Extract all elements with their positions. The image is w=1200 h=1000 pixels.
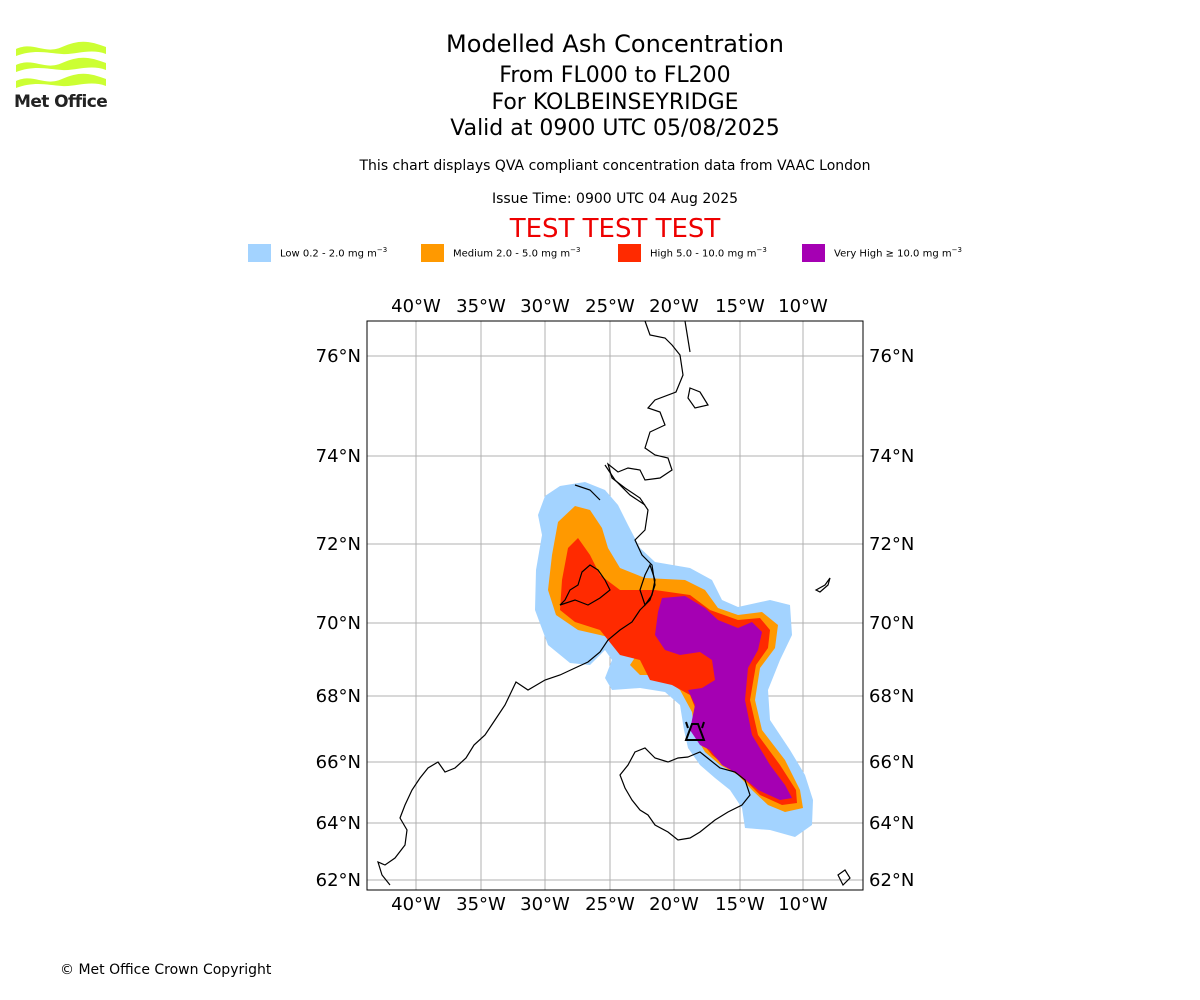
legend-swatch-medium [421,244,444,262]
lon-tick: 20°W [649,894,699,915]
lat-tick: 74°N [869,446,914,467]
legend-swatch-low [248,244,271,262]
lat-tick: 72°N [316,534,361,555]
test-banner: TEST TEST TEST [509,214,721,244]
valid-time: Valid at 0900 UTC 05/08/2025 [450,116,780,141]
lat-tick: 64°N [316,813,361,834]
lon-labels-top: 40°W 35°W 30°W 25°W 20°W 15°W 10°W [391,296,828,317]
lon-tick: 35°W [456,894,506,915]
lon-tick: 15°W [715,894,765,915]
lat-tick: 66°N [869,752,914,773]
lon-tick: 15°W [715,296,765,317]
ash-very-high-area [655,596,792,800]
lon-tick: 25°W [585,296,635,317]
legend-label-high: High 5.0 - 10.0 mg m−3 [650,246,767,260]
lat-tick: 68°N [316,686,361,707]
legend: Low 0.2 - 2.0 mg m−3 Medium 2.0 - 5.0 mg… [0,244,1200,264]
lon-tick: 40°W [391,894,441,915]
copyright: © Met Office Crown Copyright [60,962,272,978]
lon-tick: 30°W [520,296,570,317]
lat-tick: 62°N [869,870,914,891]
lon-tick: 35°W [456,296,506,317]
logo-text: Met Office [14,92,108,112]
lat-tick: 70°N [869,613,914,634]
met-office-logo [16,41,106,88]
lon-labels-bottom: 40°W 35°W 30°W 25°W 20°W 15°W 10°W [391,894,828,915]
lat-tick: 62°N [316,870,361,891]
coastline [377,320,851,887]
lon-tick: 10°W [778,296,828,317]
lat-tick: 76°N [869,346,914,367]
legend-label-medium: Medium 2.0 - 5.0 mg m−3 [453,246,581,260]
lat-tick: 64°N [869,813,914,834]
issue-time: Issue Time: 0900 UTC 04 Aug 2025 [491,191,739,207]
legend-swatch-high [618,244,641,262]
lat-labels-right: 76°N 74°N 72°N 70°N 68°N 66°N 64°N 62°N [869,346,914,891]
description: This chart displays QVA compliant concen… [359,158,871,174]
lon-tick: 30°W [520,894,570,915]
volcano-icon [684,721,706,741]
lon-tick: 20°W [649,296,699,317]
lat-labels-left: 76°N 74°N 72°N 70°N 68°N 66°N 64°N 62°N [316,346,361,891]
legend-label-very-high: Very High ≥ 10.0 mg m−3 [834,246,962,260]
lon-tick: 40°W [391,296,441,317]
legend-label-low: Low 0.2 - 2.0 mg m−3 [280,246,388,260]
lat-tick: 72°N [869,534,914,555]
ash-map: 40°W 35°W 30°W 25°W 20°W 15°W 10°W 40°W … [316,296,915,915]
flight-levels: From FL000 to FL200 [499,63,731,88]
legend-swatch-very-high [802,244,825,262]
location-label: For KOLBEINSEYRIDGE [491,90,739,115]
lat-tick: 68°N [869,686,914,707]
lon-tick: 10°W [778,894,828,915]
chart-title: Modelled Ash Concentration [446,30,784,58]
lat-tick: 66°N [316,752,361,773]
lat-tick: 74°N [316,446,361,467]
lat-tick: 70°N [316,613,361,634]
lon-tick: 25°W [585,894,635,915]
map-frame [366,320,864,891]
lat-tick: 76°N [316,346,361,367]
